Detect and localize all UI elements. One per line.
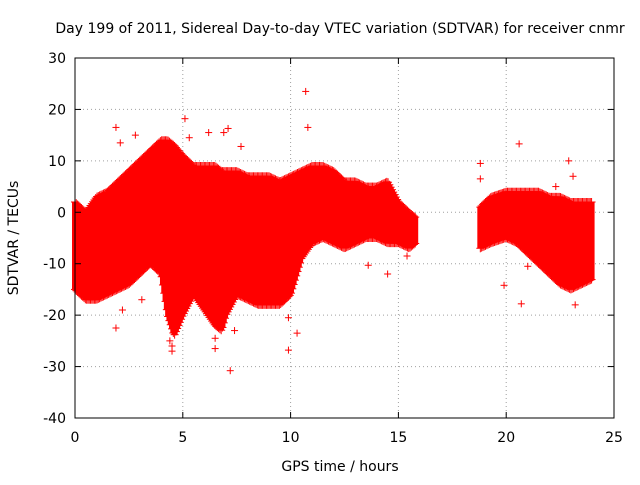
- outlier-point: [211, 334, 219, 342]
- outlier-point: [364, 261, 372, 269]
- outlier-point: [211, 345, 219, 353]
- y-tick-label: 0: [57, 205, 66, 221]
- outlier-point: [552, 183, 560, 191]
- outlier-point: [302, 87, 310, 95]
- outlier-point: [284, 346, 292, 354]
- y-axis-label: SDTVAR / TECUs: [6, 181, 22, 296]
- x-axis-label: GPS time / hours: [281, 459, 398, 475]
- outlier-point: [181, 115, 189, 123]
- y-tick-label: -10: [43, 257, 66, 273]
- outlier-point: [476, 159, 484, 167]
- outlier-point: [403, 252, 411, 260]
- outlier-point: [131, 131, 139, 139]
- outlier-point: [224, 124, 232, 132]
- outlier-point: [500, 281, 508, 289]
- outlier-point: [571, 301, 579, 309]
- y-tick-label: -30: [43, 360, 66, 376]
- outlier-point: [565, 157, 573, 165]
- outlier-point: [476, 175, 484, 183]
- y-tick-label: -20: [43, 308, 66, 324]
- axis-ticks: 0 5 10 15 20 25 -40 -30 -20 -10 0 10 20 30: [43, 51, 623, 446]
- sdtvar-band-1: [476, 187, 596, 294]
- outlier-point: [112, 123, 120, 131]
- outlier-point: [569, 172, 577, 180]
- outlier-point: [517, 300, 525, 308]
- outlier-point: [231, 327, 239, 335]
- outlier-point: [226, 367, 234, 375]
- outlier-point: [166, 337, 174, 345]
- outlier-point: [384, 270, 392, 278]
- x-tick-label: 0: [71, 430, 80, 446]
- x-tick-label: 5: [178, 430, 187, 446]
- x-tick-label: 15: [389, 430, 407, 446]
- y-tick-label: 10: [48, 154, 66, 170]
- x-tick-label: 20: [497, 430, 515, 446]
- outlier-point: [185, 134, 193, 142]
- outlier-point: [304, 123, 312, 131]
- y-tick-label: 30: [48, 51, 66, 67]
- chart-title: Day 199 of 2011, Sidereal Day-to-day VTE…: [55, 21, 624, 37]
- data-layer: [71, 87, 596, 375]
- outlier-point: [284, 314, 292, 322]
- outlier-point: [142, 154, 150, 162]
- outlier-point: [138, 296, 146, 304]
- outlier-point: [220, 129, 228, 137]
- outlier-point: [524, 262, 532, 270]
- outlier-point: [205, 129, 213, 137]
- x-tick-label: 10: [282, 430, 300, 446]
- x-tick-label: 25: [605, 430, 623, 446]
- outlier-point: [237, 142, 245, 150]
- y-tick-label: 20: [48, 102, 66, 118]
- outlier-point: [112, 324, 120, 332]
- plot-frame: [74, 57, 615, 419]
- outlier-point: [293, 329, 301, 337]
- sdtvar-band-0: [71, 136, 420, 339]
- y-tick-label: -40: [43, 411, 66, 427]
- outlier-point: [116, 139, 124, 147]
- outlier-point: [168, 347, 176, 355]
- outlier-point: [118, 306, 126, 314]
- outlier-point: [515, 140, 523, 148]
